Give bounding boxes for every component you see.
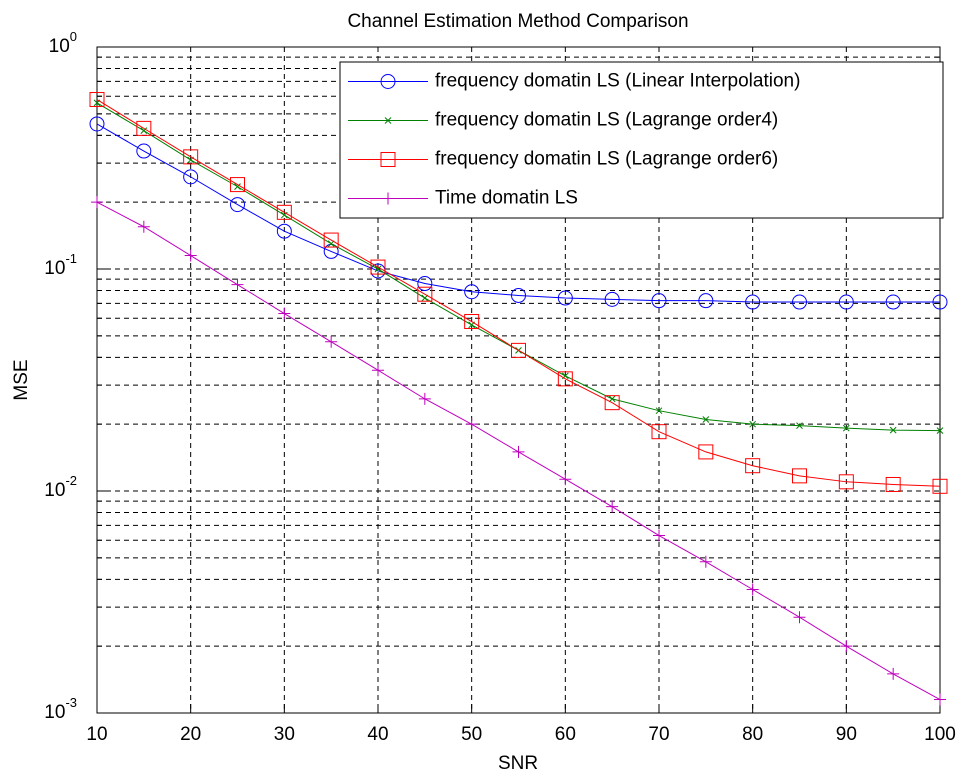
marker [838, 294, 854, 310]
series-line [96, 99, 941, 487]
marker [137, 220, 150, 233]
x-tick-label: 30 [274, 724, 295, 745]
marker [89, 92, 105, 108]
legend-label: frequency domatin LS (Lagrange order4) [435, 110, 778, 131]
marker [606, 500, 619, 513]
x-tick-label: 70 [648, 724, 669, 745]
marker [793, 611, 806, 624]
marker [276, 223, 292, 239]
marker [231, 278, 244, 291]
legend-box [339, 61, 944, 219]
marker [511, 342, 526, 358]
marker [653, 529, 665, 542]
marker [136, 143, 152, 159]
marker [184, 249, 197, 262]
marker [230, 197, 245, 213]
x-tick-label: 40 [367, 724, 388, 745]
marker [559, 473, 572, 486]
series-line [96, 123, 940, 303]
marker [276, 204, 292, 220]
x-tick-label: 100 [924, 724, 956, 745]
marker [838, 474, 854, 490]
marker [557, 371, 573, 387]
x-tick-label: 60 [555, 724, 576, 745]
marker [932, 478, 948, 494]
marker [234, 183, 241, 190]
marker [323, 243, 339, 259]
marker [608, 395, 616, 403]
marker [230, 177, 245, 193]
marker [932, 294, 948, 310]
marker [655, 407, 663, 415]
chart-title: Channel Estimation Method Comparison [347, 11, 688, 32]
marker [885, 476, 901, 492]
marker [796, 422, 803, 429]
marker [840, 640, 853, 653]
marker [323, 232, 339, 248]
marker [512, 445, 525, 458]
legend-marker [380, 74, 396, 89]
x-tick-label: 10 [86, 724, 107, 745]
marker [374, 265, 382, 273]
marker [136, 120, 152, 136]
marker [464, 284, 480, 300]
marker [698, 293, 714, 309]
marker [604, 291, 620, 307]
marker [278, 307, 291, 320]
marker [370, 259, 386, 275]
y-tick-label: 10-2 [44, 473, 77, 501]
marker [749, 420, 757, 428]
marker [885, 294, 901, 310]
marker [699, 555, 712, 568]
marker [417, 286, 433, 302]
marker [140, 127, 148, 134]
legend-marker [382, 192, 394, 205]
marker [511, 287, 526, 303]
marker [702, 416, 710, 423]
y-tick-label: 10-1 [44, 251, 77, 279]
marker [651, 424, 667, 440]
marker [89, 116, 105, 132]
marker [934, 693, 946, 706]
marker [372, 364, 384, 377]
marker [651, 293, 667, 309]
plot-frame [96, 46, 941, 714]
marker [887, 667, 900, 680]
y-axis-label: MSE [11, 359, 32, 400]
marker [889, 426, 897, 434]
marker [325, 335, 338, 348]
x-tick-label: 50 [461, 724, 482, 745]
marker [183, 149, 199, 165]
marker [745, 294, 761, 310]
marker [417, 276, 433, 292]
x-tick-label: 90 [836, 724, 857, 745]
marker [745, 458, 761, 474]
legend-label: frequency domatin LS (Lagrange order6) [435, 149, 778, 170]
y-tick-label: 10-3 [44, 695, 77, 723]
x-tick-label: 20 [180, 724, 201, 745]
marker [842, 424, 850, 432]
marker [557, 290, 573, 306]
legend-marker [380, 152, 396, 167]
marker [421, 294, 429, 302]
x-axis-label: SNR [498, 753, 538, 774]
marker [792, 294, 807, 310]
marker [418, 392, 431, 405]
marker [465, 418, 478, 431]
marker [936, 427, 944, 435]
x-tick-label: 80 [742, 724, 763, 745]
marker [183, 169, 199, 185]
legend-label: Time domatin LS [435, 188, 578, 209]
legend-marker [384, 117, 392, 124]
marker [91, 196, 103, 209]
marker [604, 395, 620, 411]
legend-label: frequency domatin LS (Linear Interpolati… [435, 71, 800, 92]
y-tick-label: 100 [49, 29, 77, 57]
marker [698, 444, 714, 460]
marker [746, 583, 759, 596]
marker [792, 468, 807, 484]
marker [464, 314, 480, 330]
